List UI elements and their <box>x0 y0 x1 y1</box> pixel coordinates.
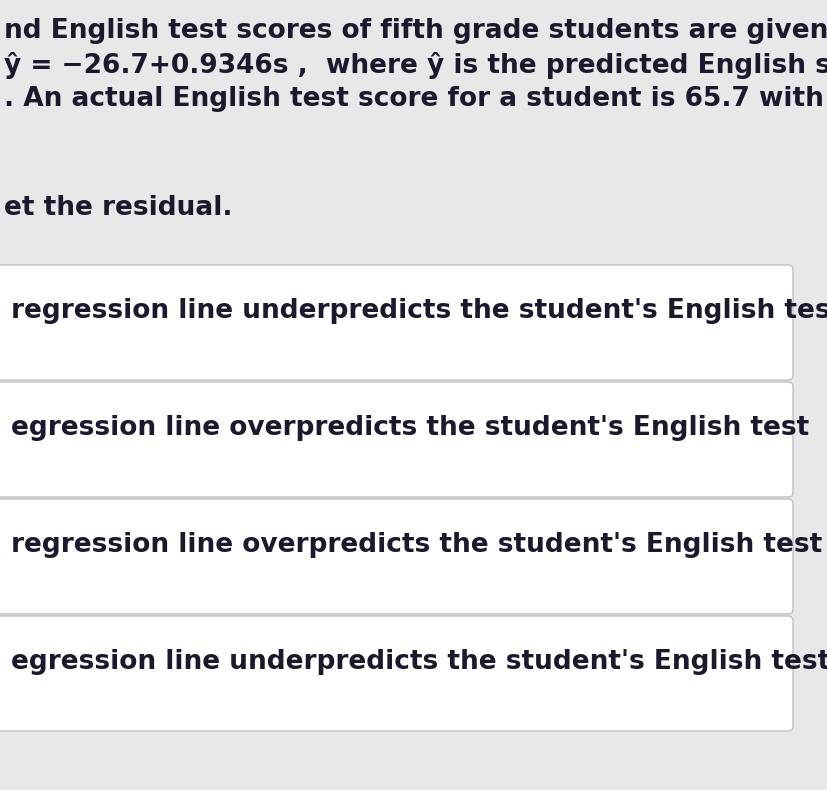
Text: et the residual.: et the residual. <box>4 195 232 221</box>
FancyBboxPatch shape <box>0 616 792 731</box>
FancyBboxPatch shape <box>0 265 792 380</box>
Text: nd English test scores of fifth grade students are given by the: nd English test scores of fifth grade st… <box>4 18 827 44</box>
Text: regression line overpredicts the student's English test: regression line overpredicts the student… <box>11 532 821 558</box>
Text: ŷ = −26.7+0.9346s ,  where ŷ is the predicted English score and: ŷ = −26.7+0.9346s , where ŷ is the predi… <box>4 52 827 79</box>
Text: . An actual English test score for a student is 65.7 with an IQ of: . An actual English test score for a stu… <box>4 86 827 112</box>
Text: egression line overpredicts the student's English test: egression line overpredicts the student'… <box>11 415 808 441</box>
Text: regression line underpredicts the student's English test: regression line underpredicts the studen… <box>11 298 827 324</box>
FancyBboxPatch shape <box>0 499 792 614</box>
FancyBboxPatch shape <box>0 382 792 497</box>
Text: egression line underpredicts the student's English test: egression line underpredicts the student… <box>11 649 827 675</box>
